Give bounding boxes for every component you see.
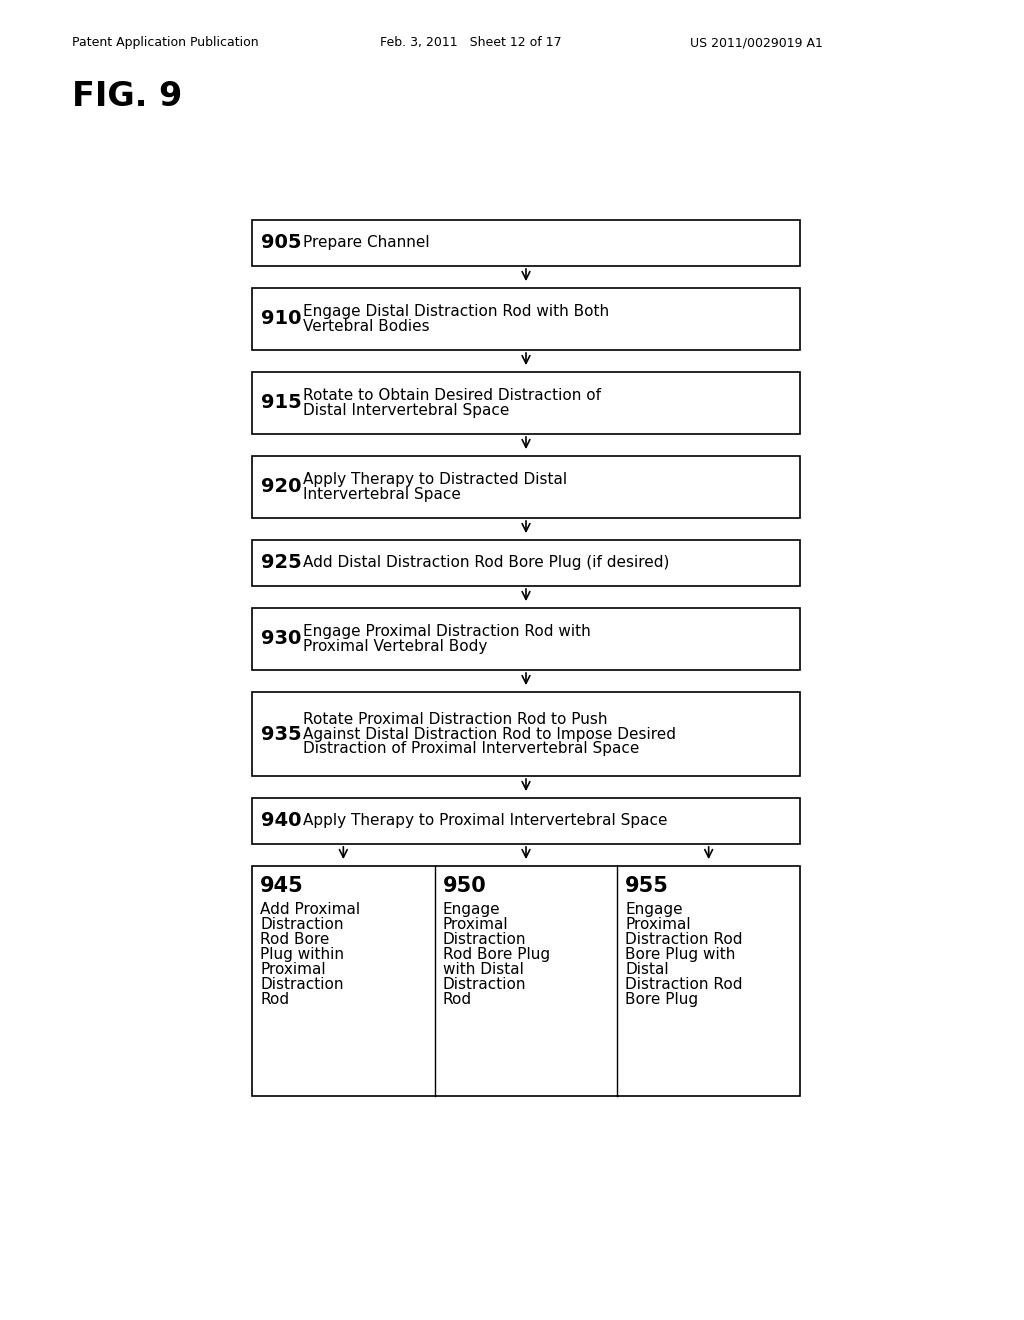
Text: Distraction Rod: Distraction Rod [626,932,742,946]
Text: Apply Therapy to Proximal Intervertebral Space: Apply Therapy to Proximal Intervertebral… [303,813,668,829]
Text: Patent Application Publication: Patent Application Publication [72,36,259,49]
Text: 940: 940 [261,812,301,830]
Text: 905: 905 [261,234,301,252]
Text: Add Distal Distraction Rod Bore Plug (if desired): Add Distal Distraction Rod Bore Plug (if… [303,556,670,570]
Text: Engage Distal Distraction Rod with Both: Engage Distal Distraction Rod with Both [303,304,609,319]
Bar [252,220,800,267]
Text: Prepare Channel: Prepare Channel [303,235,430,251]
Text: FIG. 9: FIG. 9 [72,81,182,114]
Text: Rod Bore Plug: Rod Bore Plug [442,946,550,962]
Text: Rod Bore: Rod Bore [260,932,330,946]
Text: Proximal: Proximal [260,962,326,977]
Bar [252,799,800,843]
Text: Plug within: Plug within [260,946,344,962]
Text: 920: 920 [261,478,301,496]
Text: Vertebral Bodies: Vertebral Bodies [303,319,430,334]
Text: Distraction: Distraction [260,917,343,932]
Text: US 2011/0029019 A1: US 2011/0029019 A1 [690,36,823,49]
Text: Distraction Rod: Distraction Rod [626,977,742,993]
Text: Add Proximal: Add Proximal [260,902,360,917]
Text: Distal Intervertebral Space: Distal Intervertebral Space [303,403,509,418]
Text: 955: 955 [626,876,670,896]
Bar [252,372,800,434]
Text: Bore Plug with: Bore Plug with [626,946,735,962]
Text: Intervertebral Space: Intervertebral Space [303,487,461,502]
Bar [252,540,800,586]
Text: 910: 910 [261,309,301,329]
Bar [252,455,800,517]
Text: Proximal: Proximal [626,917,691,932]
Text: Bore Plug: Bore Plug [626,993,698,1007]
Text: Rotate Proximal Distraction Rod to Push: Rotate Proximal Distraction Rod to Push [303,711,607,726]
Text: 950: 950 [442,876,486,896]
Text: Distraction of Proximal Intervertebral Space: Distraction of Proximal Intervertebral S… [303,742,639,756]
Text: Distraction: Distraction [442,977,526,993]
Text: 925: 925 [261,553,302,573]
Text: 945: 945 [260,876,304,896]
Text: Engage Proximal Distraction Rod with: Engage Proximal Distraction Rod with [303,624,591,639]
Text: Distal: Distal [626,962,669,977]
Text: Against Distal Distraction Rod to Impose Desired: Against Distal Distraction Rod to Impose… [303,726,676,742]
Text: Distraction: Distraction [442,932,526,946]
Text: Engage: Engage [626,902,683,917]
Text: 915: 915 [261,393,302,412]
Text: Rod: Rod [442,993,472,1007]
Text: Proximal: Proximal [442,917,508,932]
Bar [252,692,800,776]
Text: Distraction: Distraction [260,977,343,993]
Text: Rod: Rod [260,993,289,1007]
Text: 930: 930 [261,630,301,648]
Text: 935: 935 [261,725,302,743]
Bar [252,866,800,1096]
Text: Feb. 3, 2011   Sheet 12 of 17: Feb. 3, 2011 Sheet 12 of 17 [380,36,561,49]
Text: Engage: Engage [442,902,501,917]
Text: with Distal: with Distal [442,962,523,977]
Text: Rotate to Obtain Desired Distraction of: Rotate to Obtain Desired Distraction of [303,388,601,403]
Bar [252,288,800,350]
Bar [252,609,800,671]
Text: Apply Therapy to Distracted Distal: Apply Therapy to Distracted Distal [303,473,567,487]
Text: Proximal Vertebral Body: Proximal Vertebral Body [303,639,487,653]
